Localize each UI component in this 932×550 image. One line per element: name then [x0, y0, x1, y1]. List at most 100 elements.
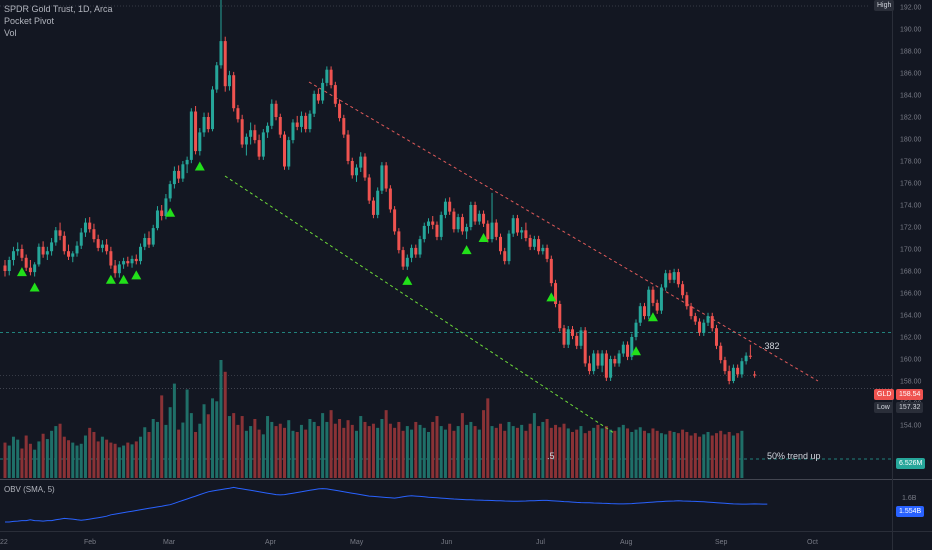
high-tag: High — [874, 0, 895, 11]
volume-bar — [714, 433, 718, 478]
volume-bar — [270, 421, 274, 478]
low-label-tag: Low — [874, 402, 893, 413]
volume-bar — [604, 426, 608, 478]
volume-bar — [198, 423, 202, 478]
candle-body — [579, 330, 583, 346]
candle-body — [126, 261, 130, 264]
volume-bar — [681, 429, 685, 478]
volume-bar — [469, 421, 473, 478]
volume-bar — [554, 424, 558, 478]
volume-bar — [134, 441, 138, 478]
volume-bar — [287, 420, 291, 478]
candle-body — [435, 224, 439, 237]
candle-body — [24, 257, 28, 268]
candle-body — [460, 217, 464, 232]
candle-body — [164, 198, 168, 216]
volume-bar — [498, 423, 502, 478]
volume-bar — [710, 435, 714, 478]
candle-body — [79, 232, 83, 246]
x-tick-label: Oct — [807, 539, 818, 546]
volume-bar — [274, 426, 278, 478]
candle-body — [20, 249, 24, 258]
candle-body — [397, 231, 401, 251]
volume-bar — [299, 424, 303, 478]
candle-body — [388, 188, 392, 210]
volume-bar — [37, 441, 41, 478]
candle-body — [185, 159, 189, 165]
candle-body — [355, 167, 359, 176]
candle-body — [62, 235, 66, 252]
candle-body — [630, 337, 634, 357]
candle-body — [583, 330, 587, 364]
candle-body — [160, 210, 164, 216]
candle-body — [570, 329, 574, 336]
candle-body — [456, 217, 460, 230]
candle-body — [130, 258, 134, 264]
candle-body — [287, 140, 291, 167]
x-tick-label: Aug — [620, 539, 633, 546]
candle-body — [71, 253, 75, 257]
volume-bar — [16, 439, 20, 478]
candle-body — [92, 229, 96, 240]
candle-body — [261, 132, 265, 157]
volume-bar — [338, 419, 342, 478]
volume-bar — [448, 423, 452, 478]
candle-body — [418, 239, 422, 255]
volume-bar — [3, 442, 7, 478]
pocket-pivot-marker — [631, 346, 642, 356]
candle-body — [249, 130, 253, 137]
candle-body — [511, 218, 515, 234]
candle-body — [376, 190, 380, 215]
y-tick-label: 154.00 — [900, 423, 922, 430]
volume-bar — [100, 436, 104, 478]
volume-bar — [575, 429, 579, 478]
candle-body — [668, 273, 672, 280]
volume-bar — [693, 433, 697, 478]
volume-bar — [88, 427, 92, 478]
candle-body — [215, 65, 219, 90]
volume-bar — [562, 423, 566, 478]
candle-body — [689, 306, 693, 317]
volume-bar — [253, 419, 257, 478]
volume-bar — [380, 419, 384, 478]
x-tick-label: Apr — [265, 539, 277, 546]
volume-bar — [613, 430, 617, 478]
candle-body — [587, 363, 591, 372]
candle-body — [113, 265, 117, 274]
candle-body — [393, 209, 397, 232]
candle-body — [706, 316, 710, 323]
candle-body — [477, 213, 481, 222]
volume-bar — [325, 421, 329, 478]
candle-body — [414, 247, 418, 255]
volume-bar — [655, 430, 659, 478]
candle-body — [541, 247, 545, 252]
candle-body — [562, 328, 566, 345]
volume-bar — [202, 404, 206, 478]
volume-bar — [20, 448, 24, 478]
volume-bar — [291, 430, 295, 478]
volume-bar — [630, 431, 634, 478]
candle-body — [566, 329, 570, 345]
volume-bar — [418, 424, 422, 478]
candle-body — [507, 233, 511, 262]
x-tick-label: Mar — [163, 539, 176, 546]
candle-body — [452, 211, 456, 230]
volume-bar — [58, 423, 62, 478]
candle-body — [549, 258, 553, 284]
volume-bar — [151, 419, 155, 478]
candle-body — [490, 222, 494, 240]
volume-bar — [139, 436, 143, 478]
volume-bar — [363, 421, 367, 478]
volume-bar — [672, 431, 676, 478]
candle-body — [299, 115, 303, 127]
volume-bar — [477, 429, 481, 478]
candle-body — [232, 75, 236, 109]
volume-bar — [566, 428, 570, 478]
candle-body — [67, 251, 71, 257]
volume-bar — [71, 442, 75, 478]
volume-bar — [609, 429, 613, 478]
volume-bar — [312, 421, 316, 478]
candle-body — [748, 355, 752, 357]
candle-body — [321, 82, 325, 101]
